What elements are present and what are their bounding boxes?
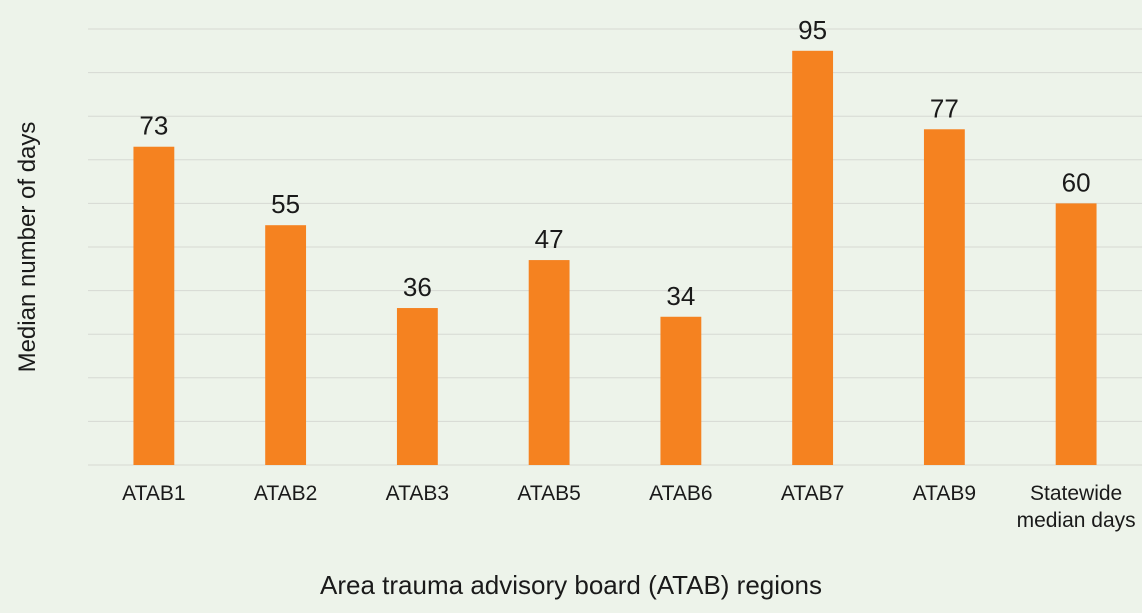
x-tick-label: ATAB1 <box>122 482 186 505</box>
data-label: 60 <box>1062 167 1091 197</box>
x-tick-label: ATAB2 <box>253 482 318 505</box>
data-label: 34 <box>666 281 695 311</box>
x-tick-label: ATAB5 <box>517 482 581 505</box>
x-tick-label: ATAB6 <box>649 482 713 505</box>
bar <box>1055 203 1097 465</box>
data-label: 95 <box>798 15 827 45</box>
bar <box>528 260 570 465</box>
x-tick-label: Statewide median days <box>1016 482 1136 532</box>
data-label: 77 <box>930 93 959 123</box>
data-label: 73 <box>139 111 168 141</box>
bar <box>265 225 307 465</box>
bar <box>923 129 965 465</box>
x-tick-label: ATAB7 <box>780 482 845 505</box>
data-label: 36 <box>403 272 432 302</box>
x-axis-title: Area trauma advisory board (ATAB) region… <box>320 570 822 600</box>
bar <box>396 308 438 465</box>
data-label: 55 <box>271 189 300 219</box>
x-tick-label: ATAB9 <box>912 482 977 505</box>
bar <box>792 50 834 466</box>
data-label: 47 <box>535 224 564 254</box>
bar <box>660 316 702 465</box>
bar <box>133 146 175 465</box>
y-axis-title: Median number of days <box>14 121 41 373</box>
x-tick-label: ATAB3 <box>385 482 450 505</box>
